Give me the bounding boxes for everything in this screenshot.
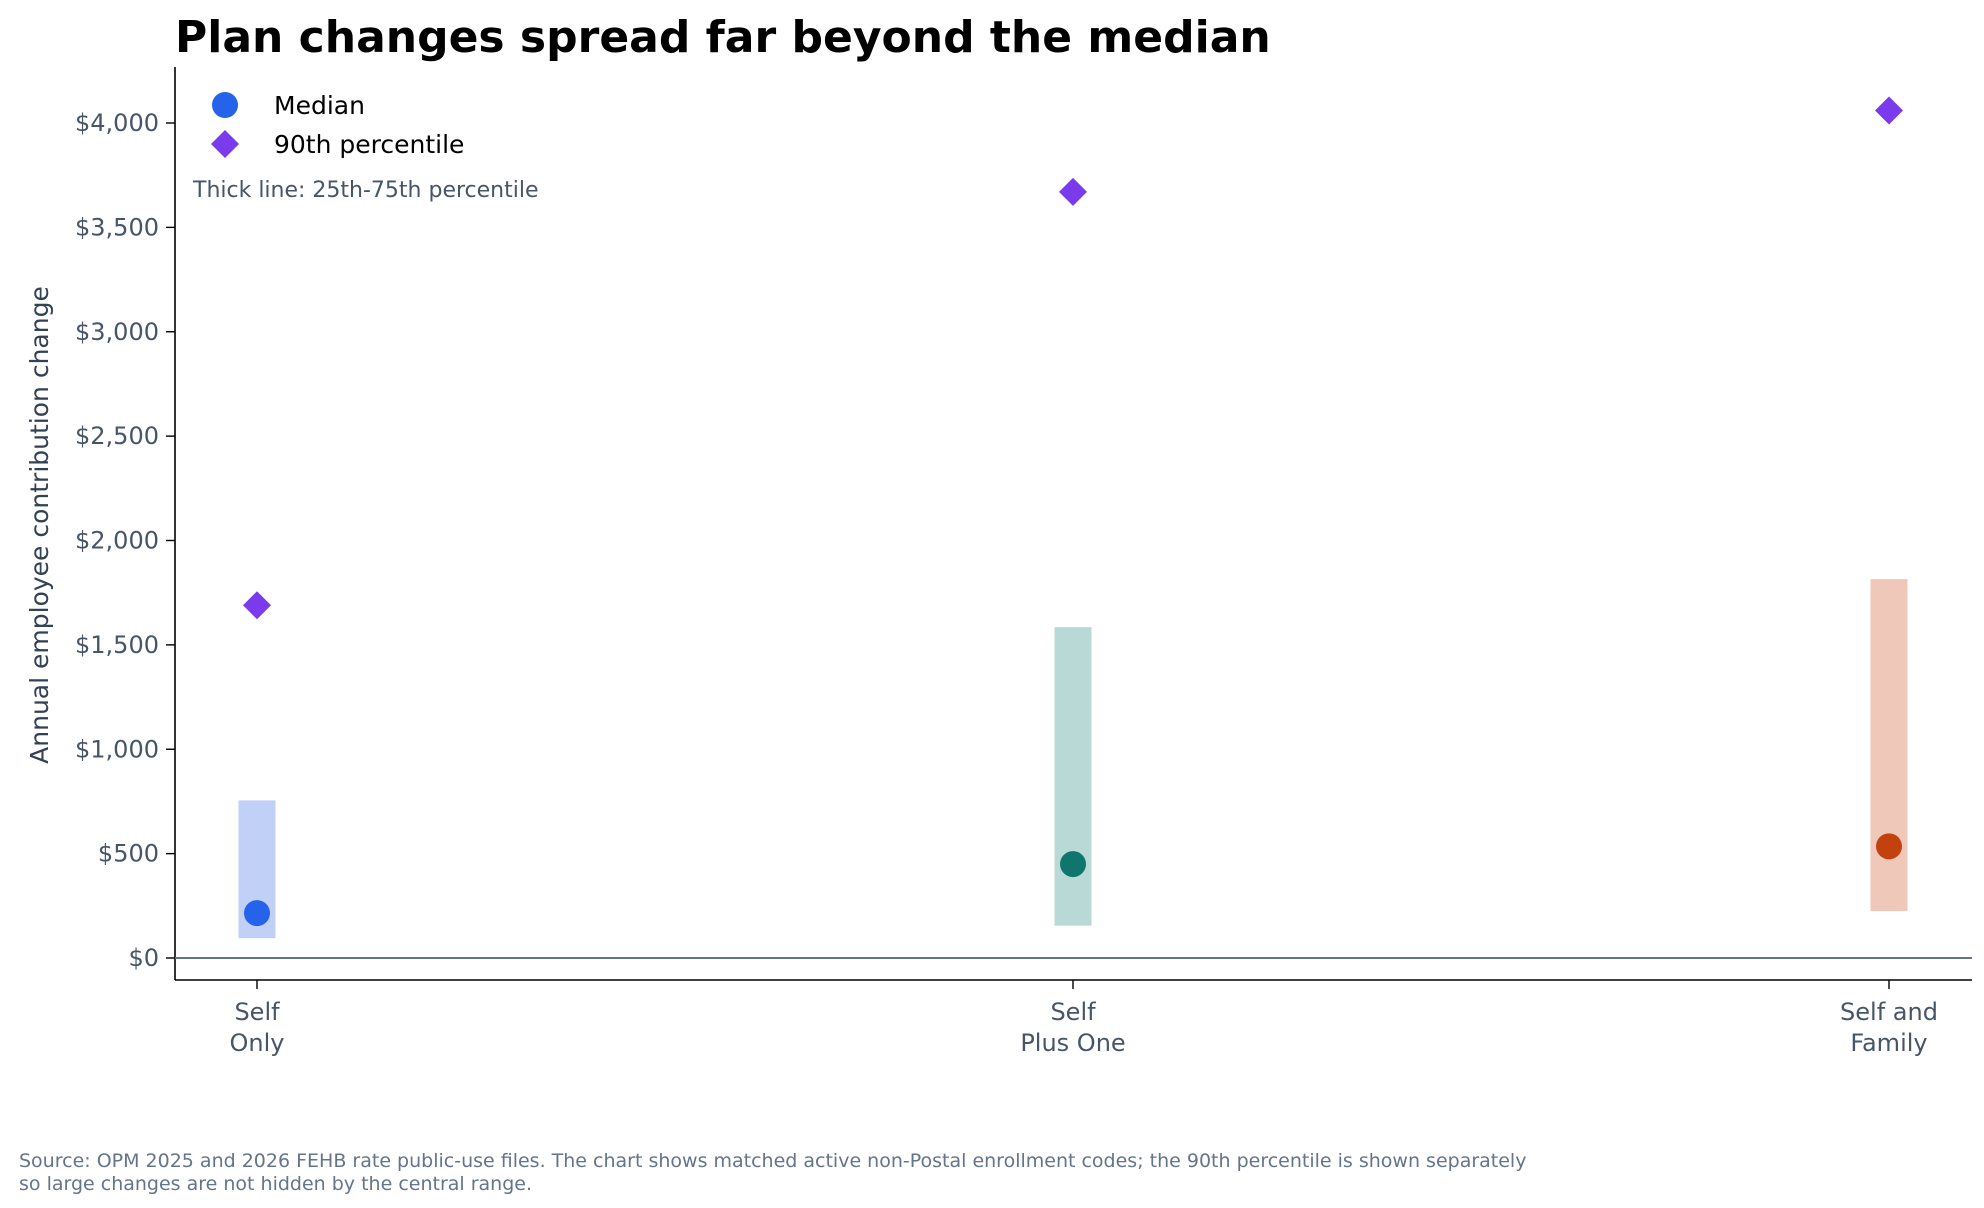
x-axis-ticks: Self Only Self Plus One Self and Family <box>230 980 1938 1057</box>
x-tick-label-line-1: Self and <box>1840 998 1938 1026</box>
x-tick-label-line-1: Self <box>1050 998 1096 1026</box>
y-tick-label: $4,000 <box>75 109 159 137</box>
y-tick-label: $3,000 <box>75 318 159 346</box>
iqr-ranges <box>238 579 1908 939</box>
y-tick-label: $2,500 <box>75 422 159 450</box>
p90-point <box>1059 177 1087 206</box>
chart-title: Plan changes spread far beyond the media… <box>175 12 1271 63</box>
legend-p90-marker <box>211 130 239 158</box>
y-tick-label: $3,500 <box>75 213 159 241</box>
y-tick-label: $1,500 <box>75 631 159 659</box>
iqr-range-bar <box>1054 627 1092 926</box>
y-axis-ticks: $0 $500 $1,000 $1,500 $2,000 $2,500 $3,000 $3,5… <box>75 109 175 972</box>
legend-median-label: Median <box>274 91 365 120</box>
p90-markers <box>243 96 1903 620</box>
median-point <box>244 900 270 927</box>
legend-median-marker <box>212 92 238 118</box>
legend-p90-label: 90th percentile <box>274 130 464 159</box>
x-tick-label-line-2: Only <box>230 1029 285 1057</box>
range-annotation: Thick line: 25th-75th percentile <box>192 178 539 203</box>
p90-point <box>1875 96 1903 125</box>
x-tick-label-line-2: Plus One <box>1020 1029 1125 1057</box>
y-tick-label: $2,000 <box>75 527 159 555</box>
source-note-line-1: Source: OPM 2025 and 2026 FEHB rate publ… <box>19 1150 1526 1172</box>
median-point <box>1876 833 1902 860</box>
x-tick-label-line-2: Family <box>1850 1029 1927 1057</box>
x-tick-label-line-1: Self <box>234 998 280 1026</box>
y-tick-label: $500 <box>98 840 159 868</box>
y-tick-label: $0 <box>128 944 159 972</box>
median-point <box>1060 851 1086 878</box>
y-axis-label: Annual employee contribution change <box>25 286 54 764</box>
source-note-line-2: so large changes are not hidden by the c… <box>19 1173 532 1195</box>
p90-point <box>243 591 271 620</box>
median-markers <box>244 833 1902 927</box>
iqr-range-bar <box>1870 579 1908 912</box>
legend: Median 90th percentile <box>211 91 464 159</box>
y-tick-label: $1,000 <box>75 735 159 763</box>
